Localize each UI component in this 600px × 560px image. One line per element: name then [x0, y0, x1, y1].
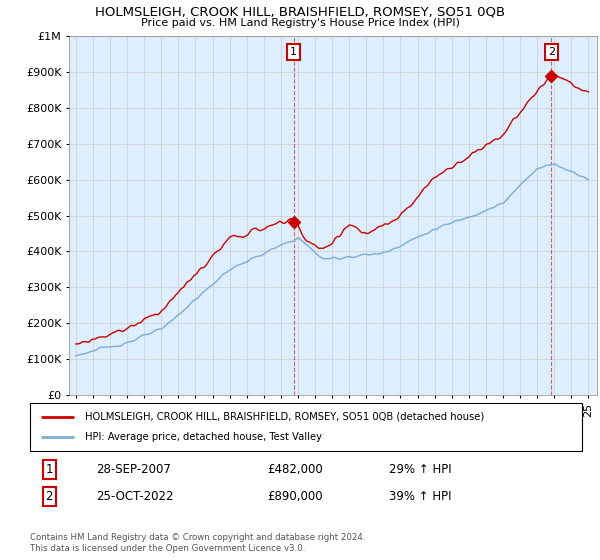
Text: 29% ↑ HPI: 29% ↑ HPI — [389, 463, 451, 476]
Text: HOLMSLEIGH, CROOK HILL, BRAISHFIELD, ROMSEY, SO51 0QB (detached house): HOLMSLEIGH, CROOK HILL, BRAISHFIELD, ROM… — [85, 412, 484, 422]
Text: HOLMSLEIGH, CROOK HILL, BRAISHFIELD, ROMSEY, SO51 0QB: HOLMSLEIGH, CROOK HILL, BRAISHFIELD, ROM… — [95, 6, 505, 18]
Text: £890,000: £890,000 — [268, 490, 323, 503]
Text: 25-OCT-2022: 25-OCT-2022 — [96, 490, 174, 503]
Text: 39% ↑ HPI: 39% ↑ HPI — [389, 490, 451, 503]
Text: 28-SEP-2007: 28-SEP-2007 — [96, 463, 171, 476]
Text: HPI: Average price, detached house, Test Valley: HPI: Average price, detached house, Test… — [85, 432, 322, 442]
Text: Price paid vs. HM Land Registry's House Price Index (HPI): Price paid vs. HM Land Registry's House … — [140, 18, 460, 28]
Text: 2: 2 — [548, 47, 555, 57]
Text: Contains HM Land Registry data © Crown copyright and database right 2024.
This d: Contains HM Land Registry data © Crown c… — [30, 533, 365, 553]
Text: 2: 2 — [46, 490, 53, 503]
Text: 1: 1 — [290, 47, 297, 57]
Text: £482,000: £482,000 — [268, 463, 323, 476]
Text: 1: 1 — [46, 463, 53, 476]
